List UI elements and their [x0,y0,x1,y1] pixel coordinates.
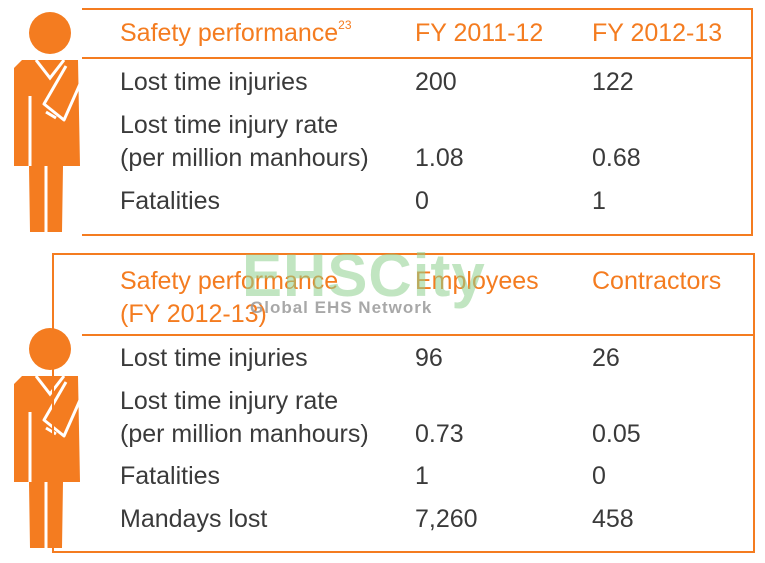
cell-value: 26 [592,344,620,372]
footnote-marker: 23 [338,18,352,32]
safety-performance-table-employees-contractors [52,253,755,553]
row-label-fatalities: Fatalities [120,187,221,215]
cell-value: 0 [592,462,606,490]
column-header-employees: Employees [415,267,539,295]
table-header-period: (FY 2012-13) [120,300,267,328]
injured-person-icon [14,328,82,548]
row-label-per-million-manhours: (per million manhours) [120,144,369,172]
table-header-divider [82,334,753,336]
table-header-label: Safety performance23 [120,18,352,47]
cell-value: 0.68 [592,144,641,172]
table-header-divider [82,57,753,59]
cell-value: 7,260 [415,505,478,533]
row-label-lost-time-injuries: Lost time injuries [120,344,308,372]
table-header-label: Safety performance [120,267,339,295]
cell-value: 122 [592,68,634,96]
column-header-fy-2012-13: FY 2012-13 [592,19,723,47]
row-label-lost-time-injuries: Lost time injuries [120,68,308,96]
column-header-contractors: Contractors [592,267,722,295]
cell-value: 1.08 [415,144,464,172]
cell-value: 1 [415,462,429,490]
row-label-fatalities: Fatalities [120,462,221,490]
row-label-mandays-lost: Mandays lost [120,505,268,533]
column-header-fy-2011-12: FY 2011-12 [415,19,544,47]
cell-value: 0 [415,187,429,215]
safety-performance-table-fy [82,8,753,236]
cell-value: 1 [592,187,606,215]
row-label-per-million-manhours: (per million manhours) [120,420,369,448]
row-label-lost-time-injury-rate: Lost time injury rate [120,111,339,139]
cell-value: 0.73 [415,420,464,448]
cell-value: 200 [415,68,457,96]
row-label-lost-time-injury-rate: Lost time injury rate [120,387,339,415]
injured-person-icon [14,12,82,232]
cell-value: 96 [415,344,443,372]
cell-value: 458 [592,505,634,533]
cell-value: 0.05 [592,420,641,448]
